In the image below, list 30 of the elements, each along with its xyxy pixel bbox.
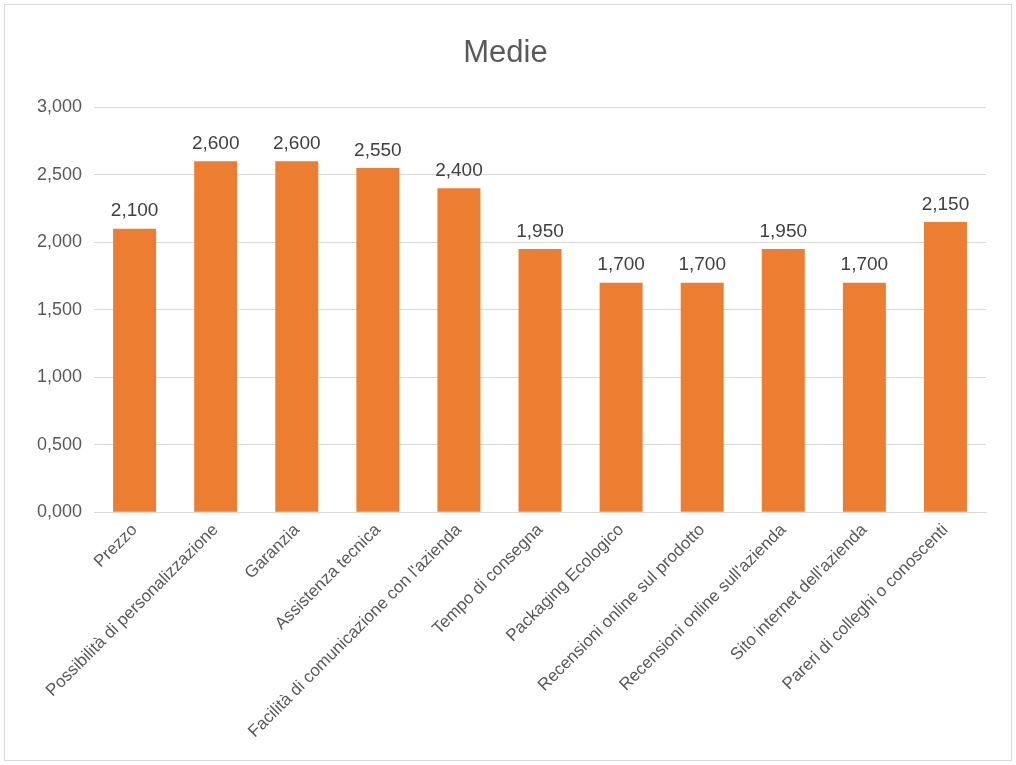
data-label: 2,600 <box>191 131 240 153</box>
bar <box>437 188 481 512</box>
bar <box>518 248 562 512</box>
data-label: 2,400 <box>435 158 483 180</box>
bar <box>680 282 724 512</box>
data-label: 2,150 <box>921 192 970 214</box>
data-label: 1,700 <box>840 253 889 275</box>
bar <box>194 161 238 512</box>
data-label: 1,950 <box>516 219 564 241</box>
y-tick-label: 0,000 <box>37 501 83 522</box>
bar <box>599 282 643 512</box>
data-label: 1,700 <box>678 253 726 275</box>
y-tick-label: 3,000 <box>37 96 83 117</box>
y-tick-label: 2,500 <box>37 163 83 184</box>
data-label: 1,950 <box>759 219 808 241</box>
chart-title: Medie <box>463 34 548 70</box>
bar <box>275 161 319 512</box>
bar <box>356 167 400 512</box>
bar <box>923 221 967 512</box>
y-tick-label: 2,000 <box>37 231 83 252</box>
bar <box>761 248 805 512</box>
data-label: 2,100 <box>110 199 159 221</box>
data-label: 2,550 <box>354 138 402 160</box>
bar <box>113 228 157 512</box>
y-tick-label: 1,500 <box>37 298 83 319</box>
data-label: 1,700 <box>597 253 645 275</box>
y-tick-label: 1,000 <box>37 366 83 387</box>
bar <box>842 282 886 512</box>
data-label: 2,600 <box>272 131 321 153</box>
y-tick-label: 0,500 <box>37 433 83 454</box>
